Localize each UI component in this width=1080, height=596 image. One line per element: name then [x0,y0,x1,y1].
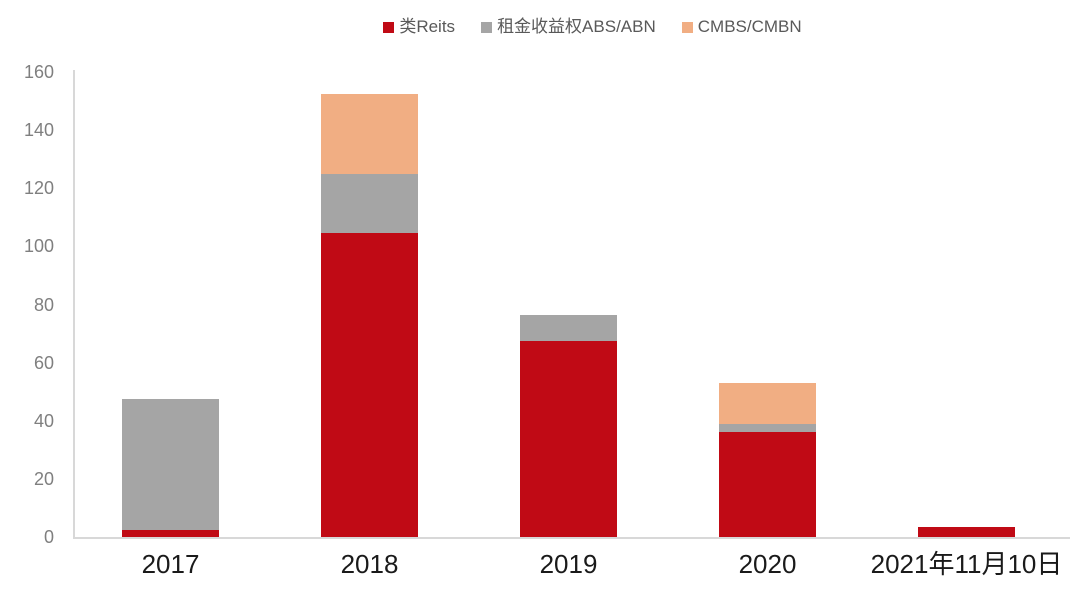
legend-item-rental-abs-abn: 租金收益权ABS/ABN [481,17,656,37]
bar-group-2018 [321,93,418,537]
bar-segment-2018 [321,93,418,174]
legend-item-lei-reits: 类Reits [383,17,455,37]
bar-segment-2019 [520,340,617,537]
chart-legend: 类Reits 租金收益权ABS/ABN CMBS/CMBN [105,17,1080,37]
bar-group-2017 [122,398,219,537]
bar-group-2019 [520,314,617,537]
legend-swatch-cmbs-cmbn-icon [681,21,693,33]
legend-label-lei-reits: 类Reits [399,17,456,36]
bar-segment-2020 [719,432,816,537]
legend-swatch-lei-reits-icon [383,21,395,33]
y-axis-line [73,70,75,539]
bar-segment-2018 [321,233,418,537]
bar-group-2020 [719,382,816,537]
legend-swatch-rental-abs-abn-icon [481,21,493,33]
bar-segment-2017 [122,398,219,530]
bar-segment-2019 [520,314,617,341]
bar-segment-2018 [321,173,418,234]
legend-label-rental-abs-abn: 租金收益权ABS/ABN [497,17,656,36]
bar-group-2021年11月10日 [918,526,1015,537]
bar-segment-2017 [122,529,219,537]
bar-segment-2021年11月10日 [918,526,1015,537]
legend-item-cmbs-cmbn: CMBS/CMBN [681,17,802,37]
bar-segment-2020 [719,382,816,424]
legend-label-cmbs-cmbn: CMBS/CMBN [697,17,802,36]
bar-segment-2020 [719,423,816,433]
x-axis-line [73,537,1070,539]
